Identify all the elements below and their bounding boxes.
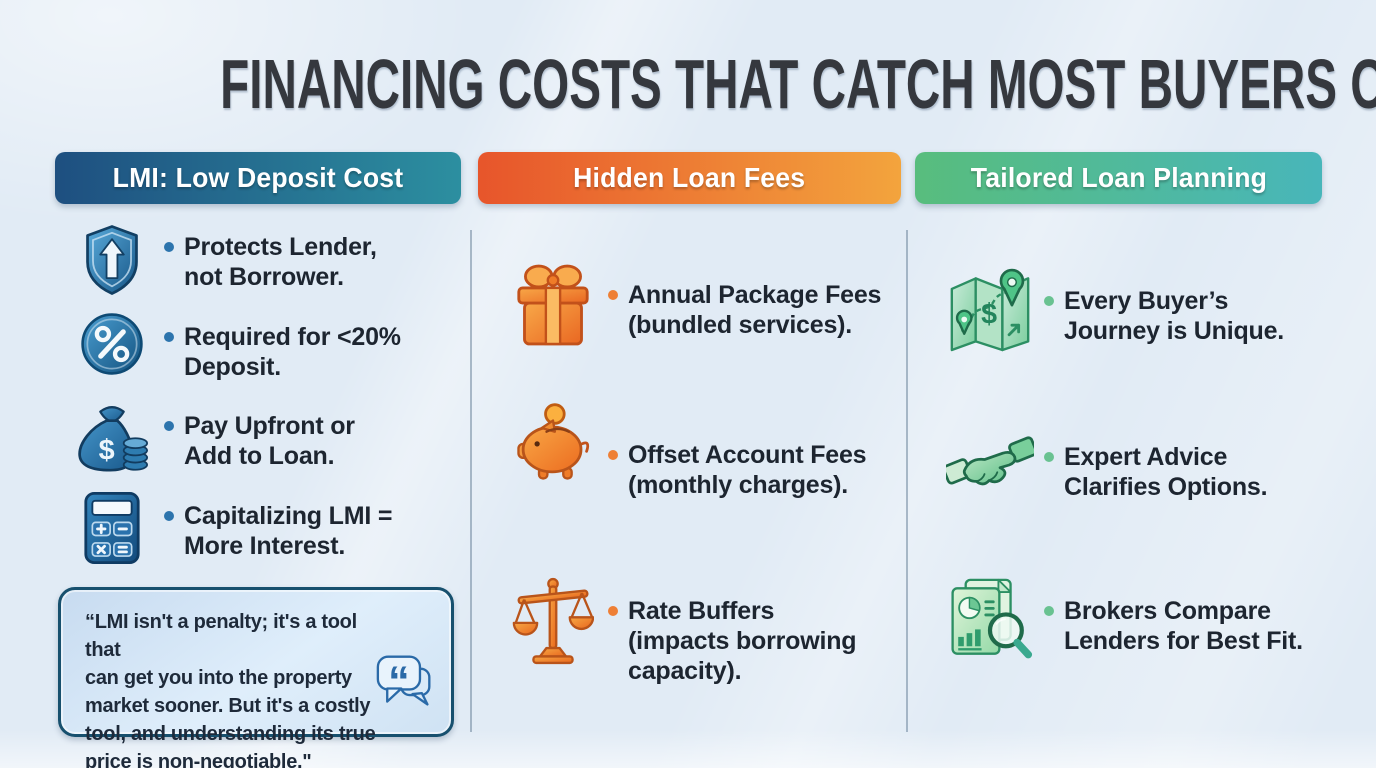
list-item: $ Every Buyer’s Journey is Unique. — [936, 264, 1332, 352]
column-divider — [906, 230, 908, 732]
bullet-dot — [1044, 606, 1054, 616]
calculator-icon — [84, 491, 140, 565]
percent-icon — [81, 313, 143, 375]
list-item: Capitalizing LMI = More Interest. — [60, 490, 464, 566]
column-header-lmi: LMI: Low Deposit Cost — [55, 152, 461, 204]
report-magnifier-icon — [951, 578, 1033, 659]
svg-text:$: $ — [99, 434, 115, 466]
item-text: Expert Advice Clarifies Options. — [1064, 443, 1268, 501]
list-item: Rate Buffers (impacts borrowing capacity… — [498, 576, 898, 686]
column-header-lmi-label: LMI: Low Deposit Cost — [112, 162, 404, 193]
item-text: Pay Upfront or Add to Loan. — [184, 412, 355, 470]
column-divider — [470, 230, 472, 732]
item-text: Annual Package Fees (bundled services). — [628, 281, 882, 339]
bullet-dot — [608, 290, 618, 300]
column-header-planning-label: Tailored Loan Planning — [970, 162, 1267, 193]
item-text: Required for <20% Deposit. — [184, 323, 401, 381]
bullet-dot — [608, 450, 618, 460]
list-item: Brokers Compare Lenders for Best Fit. — [936, 576, 1332, 666]
list-item: Offset Account Fees (monthly charges). — [498, 402, 898, 500]
bullet-dot — [164, 421, 174, 431]
gift-icon — [517, 264, 589, 346]
svg-text:“: “ — [388, 658, 410, 706]
bullet-dot — [164, 511, 174, 521]
list-item: $ Pay Upfront or Add to Loan. — [60, 400, 464, 472]
bullet-dot — [164, 332, 174, 342]
svg-text:$: $ — [981, 298, 997, 330]
list-item: Protects Lender, not Borrower. — [60, 222, 464, 298]
item-text: Protects Lender, not Borrower. — [184, 233, 377, 291]
column-header-planning: Tailored Loan Planning — [915, 152, 1322, 204]
column-header-hidden-fees: Hidden Loan Fees — [478, 152, 901, 204]
item-text: Offset Account Fees (monthly charges). — [628, 441, 867, 499]
piggy-bank-icon — [517, 403, 590, 480]
item-text: Brokers Compare Lenders for Best Fit. — [1064, 597, 1303, 655]
shield-up-arrow-icon — [86, 225, 138, 295]
item-text: Rate Buffers (impacts borrowing capacity… — [628, 597, 857, 685]
handshake-icon — [946, 436, 1034, 486]
column-header-hidden-fees-label: Hidden Loan Fees — [573, 162, 806, 193]
map-route-icon: $ — [950, 268, 1030, 352]
money-bag-icon: $ — [78, 406, 148, 472]
bullet-dot — [608, 606, 618, 616]
quote-text: “LMI isn't a penalty; it's a tool that c… — [85, 611, 376, 768]
bullet-dot — [1044, 296, 1054, 306]
list-item: Annual Package Fees (bundled services). — [498, 262, 898, 348]
quote-bubbles-icon: “ — [376, 655, 431, 706]
page-title: FINANCING COSTS THAT CATCH MOST BUYERS O… — [220, 45, 1376, 123]
bullet-dot — [164, 242, 174, 252]
item-text: Capitalizing LMI = More Interest. — [184, 502, 393, 560]
bullet-dot — [1044, 452, 1054, 462]
item-text: Every Buyer’s Journey is Unique. — [1064, 287, 1285, 345]
scales-icon — [512, 577, 594, 665]
list-item: Expert Advice Clarifies Options. — [936, 430, 1332, 502]
list-item: Required for <20% Deposit. — [60, 312, 464, 382]
quote-box: “LMI isn't a penalty; it's a tool that c… — [58, 587, 454, 768]
